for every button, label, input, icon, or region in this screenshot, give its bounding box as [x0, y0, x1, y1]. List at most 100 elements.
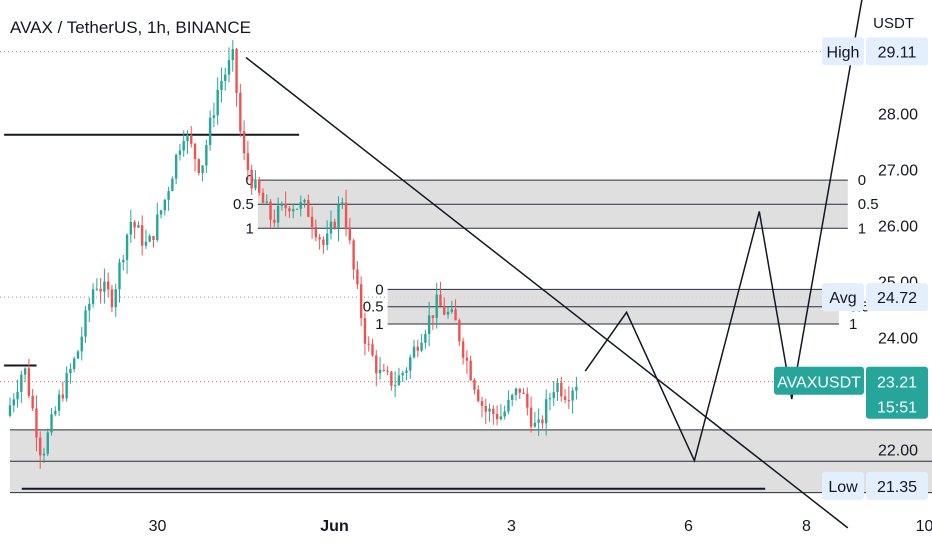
candle-body [129, 221, 133, 235]
symbol-badge [774, 366, 864, 395]
candle-body [65, 373, 68, 399]
candle-body [484, 405, 487, 412]
candle-body [88, 303, 91, 311]
price-value-text: 21.35 [877, 479, 917, 496]
candle-body [50, 414, 53, 433]
y-tick-label: 26.00 [878, 219, 918, 236]
candle-body [533, 422, 537, 427]
candle-body [322, 239, 325, 245]
candle-body [424, 333, 427, 343]
trend-line[interactable] [245, 56, 849, 529]
candle-body [167, 191, 170, 200]
candle-body [197, 159, 200, 173]
candle-body [288, 208, 291, 212]
price-value-low [866, 471, 928, 500]
fib-level-label-left: 0 [375, 281, 383, 298]
candle-body [148, 236, 151, 242]
countdown-text: 15:51 [877, 400, 917, 417]
candle-body [280, 203, 284, 206]
projection-path[interactable] [584, 0, 865, 463]
candle-body [469, 360, 472, 381]
candle-body [541, 419, 544, 424]
candle-body [35, 408, 38, 438]
candle-body [258, 179, 261, 193]
x-tick-label: 30 [149, 518, 167, 535]
candle-body [20, 374, 23, 392]
candle-body [57, 394, 61, 411]
candle-body [31, 395, 34, 409]
candle-body [76, 351, 80, 359]
candle-body [91, 289, 95, 304]
candle-body [329, 221, 333, 234]
candle-body [503, 411, 506, 417]
x-tick-label: Jun [320, 518, 348, 535]
candle-body [46, 432, 49, 454]
candle-body [401, 372, 404, 376]
price-value-high [866, 37, 928, 66]
candle-body [227, 60, 231, 75]
candle-body [427, 315, 431, 334]
candle-body [458, 320, 461, 342]
candle-body [363, 318, 367, 344]
candle-body [110, 289, 114, 308]
candle-body [284, 203, 287, 209]
candle-body [405, 370, 408, 373]
candle-body [224, 74, 227, 81]
candle-body [461, 341, 465, 358]
candle-body [23, 368, 27, 375]
candle-body [371, 344, 374, 356]
x-tick-label: 3 [507, 518, 516, 535]
candle-body [250, 169, 253, 189]
candle-body [359, 284, 363, 319]
fib-level-label-right: 0.5 [858, 196, 879, 213]
x-tick-label: 8 [802, 518, 811, 535]
candle-body [122, 259, 125, 263]
candle-body [492, 408, 495, 414]
x-tick-label: 6 [684, 518, 693, 535]
candle-body [567, 399, 571, 401]
symbol-badge-text: AVAXUSDT [777, 375, 861, 392]
candle-body [393, 385, 397, 387]
candle-body [537, 419, 540, 423]
candle-body [54, 410, 57, 415]
symbol-title: AVAX / TetherUS, 1h, BINANCE [10, 18, 251, 37]
candle-body [356, 269, 359, 285]
y-tick-label: 27.00 [878, 163, 918, 180]
candle-body [390, 371, 393, 386]
fib-level-label-left: 0.5 [363, 299, 384, 316]
candle-body [556, 382, 559, 393]
candle-body [174, 154, 178, 179]
candle-body [140, 225, 144, 246]
candle-body [273, 219, 276, 223]
candle-body [307, 200, 310, 217]
candle-body [575, 386, 578, 391]
candle-body [220, 80, 223, 91]
price-value-text: 29.11 [878, 44, 917, 61]
candle-body [201, 165, 204, 173]
fib-level-label-left: 1 [375, 316, 383, 333]
candle-body [193, 143, 197, 160]
candle-body [231, 49, 234, 61]
candle-body [563, 396, 567, 400]
candle-body [473, 380, 476, 390]
candle-body [367, 343, 370, 345]
candle-body [529, 407, 533, 427]
fib-level-label-right: 0 [858, 172, 866, 189]
price-tag-avg [822, 283, 864, 312]
candle-body [454, 309, 457, 321]
candle-body [439, 294, 442, 306]
candle-body [552, 392, 555, 399]
candle-body [80, 336, 83, 352]
price-tag-text: Avg [829, 290, 856, 307]
current-price-badge [866, 366, 928, 419]
price-value-text: 24.72 [877, 290, 917, 307]
price-tag-text: High [827, 44, 860, 61]
candle-body [499, 416, 503, 420]
fib-level-label-left: 1 [245, 220, 253, 237]
candle-body [8, 405, 12, 416]
y-tick-label: 24.00 [878, 331, 918, 348]
candle-body [571, 390, 574, 401]
fib-level-label-left: 0 [245, 172, 253, 189]
